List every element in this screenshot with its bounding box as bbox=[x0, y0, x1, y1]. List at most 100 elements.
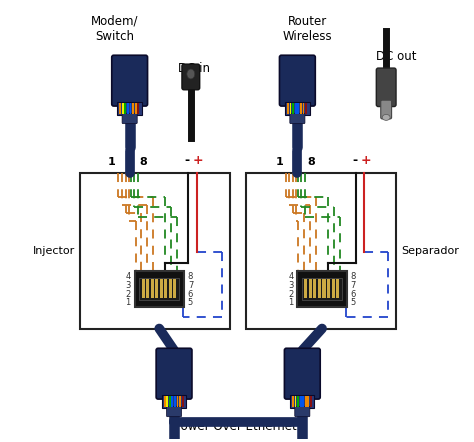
Bar bbox=[166, 396, 168, 407]
Text: DC in: DC in bbox=[178, 62, 210, 75]
Text: 3: 3 bbox=[288, 281, 293, 290]
Bar bbox=[310, 396, 312, 407]
FancyBboxPatch shape bbox=[284, 348, 320, 399]
Bar bbox=[119, 103, 121, 114]
Text: 7: 7 bbox=[351, 281, 356, 290]
Bar bbox=[125, 103, 126, 114]
Text: -: - bbox=[352, 154, 357, 167]
Bar bbox=[313, 279, 317, 298]
FancyBboxPatch shape bbox=[156, 348, 192, 399]
Text: 8: 8 bbox=[351, 272, 356, 281]
Bar bbox=[182, 396, 183, 407]
Bar bbox=[292, 103, 294, 114]
Text: 3: 3 bbox=[125, 281, 131, 290]
Bar bbox=[80, 173, 230, 328]
Text: Power Over Ethernet: Power Over Ethernet bbox=[174, 420, 297, 433]
Bar bbox=[290, 395, 314, 408]
Bar bbox=[308, 396, 310, 407]
Text: 5: 5 bbox=[351, 298, 356, 307]
Bar bbox=[132, 103, 134, 114]
Bar bbox=[287, 103, 289, 114]
Bar bbox=[118, 102, 142, 115]
Bar bbox=[135, 103, 137, 114]
Text: +: + bbox=[360, 154, 371, 167]
Text: -: - bbox=[184, 154, 190, 167]
Text: 2: 2 bbox=[288, 290, 293, 298]
Text: Router
Wireless: Router Wireless bbox=[283, 15, 332, 43]
Bar bbox=[172, 396, 173, 407]
Bar bbox=[300, 396, 301, 407]
Bar bbox=[302, 278, 342, 301]
Bar bbox=[164, 396, 165, 407]
Bar bbox=[294, 396, 296, 407]
FancyBboxPatch shape bbox=[290, 113, 305, 124]
Text: 8: 8 bbox=[188, 272, 193, 281]
FancyBboxPatch shape bbox=[376, 68, 396, 107]
Bar bbox=[290, 103, 292, 114]
Bar bbox=[169, 279, 172, 298]
Text: Injector: Injector bbox=[33, 246, 75, 255]
Bar bbox=[332, 279, 335, 298]
Bar bbox=[304, 279, 307, 298]
Bar bbox=[295, 103, 297, 114]
Bar bbox=[173, 279, 176, 298]
Bar bbox=[285, 102, 310, 115]
Text: DC out: DC out bbox=[376, 50, 416, 63]
FancyBboxPatch shape bbox=[381, 100, 392, 119]
Text: 4: 4 bbox=[126, 272, 131, 281]
Bar bbox=[336, 279, 339, 298]
Text: 7: 7 bbox=[188, 281, 193, 290]
Bar bbox=[297, 271, 346, 307]
Bar bbox=[309, 279, 312, 298]
Bar bbox=[142, 279, 145, 298]
Bar bbox=[139, 278, 180, 301]
Text: 4: 4 bbox=[288, 272, 293, 281]
FancyBboxPatch shape bbox=[166, 406, 182, 417]
Bar bbox=[179, 396, 181, 407]
Bar bbox=[297, 103, 299, 114]
Bar bbox=[174, 396, 176, 407]
Bar bbox=[246, 173, 396, 328]
Text: 2: 2 bbox=[126, 290, 131, 298]
FancyBboxPatch shape bbox=[280, 55, 315, 106]
Text: 6: 6 bbox=[188, 290, 193, 298]
Bar bbox=[305, 396, 307, 407]
Bar bbox=[146, 279, 149, 298]
Bar bbox=[318, 279, 321, 298]
Text: 1: 1 bbox=[108, 157, 116, 167]
Text: 8: 8 bbox=[307, 157, 315, 167]
Bar bbox=[160, 279, 163, 298]
Bar bbox=[162, 395, 186, 408]
Text: +: + bbox=[192, 154, 203, 167]
Bar bbox=[292, 396, 294, 407]
FancyBboxPatch shape bbox=[122, 113, 137, 124]
Bar bbox=[305, 103, 307, 114]
Bar bbox=[164, 279, 167, 298]
Text: 5: 5 bbox=[188, 298, 193, 307]
Bar bbox=[151, 279, 154, 298]
Bar bbox=[302, 396, 304, 407]
Ellipse shape bbox=[382, 114, 390, 120]
Text: Modem/
Switch: Modem/ Switch bbox=[91, 15, 138, 43]
Bar bbox=[122, 103, 124, 114]
Bar bbox=[137, 103, 139, 114]
Bar bbox=[327, 279, 330, 298]
Ellipse shape bbox=[187, 69, 195, 79]
FancyBboxPatch shape bbox=[182, 64, 200, 90]
Bar bbox=[155, 279, 158, 298]
FancyBboxPatch shape bbox=[295, 406, 310, 417]
Bar bbox=[177, 396, 178, 407]
Text: 8: 8 bbox=[139, 157, 147, 167]
Bar bbox=[322, 279, 326, 298]
Bar bbox=[130, 103, 131, 114]
Bar bbox=[169, 396, 171, 407]
Bar bbox=[297, 396, 299, 407]
Bar bbox=[302, 103, 304, 114]
Bar bbox=[135, 271, 184, 307]
Text: Separador: Separador bbox=[401, 246, 459, 255]
Text: 1: 1 bbox=[288, 298, 293, 307]
Bar bbox=[300, 103, 302, 114]
Text: 6: 6 bbox=[351, 290, 356, 298]
Text: 1: 1 bbox=[276, 157, 283, 167]
Bar bbox=[127, 103, 129, 114]
